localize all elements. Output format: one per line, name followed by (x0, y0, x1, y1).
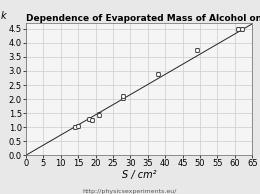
Text: Dependence of Evaporated Mass of Alcohol on Surface Area of Liquid: Dependence of Evaporated Mass of Alcohol… (26, 14, 260, 23)
Text: k: k (1, 11, 6, 21)
X-axis label: S / cm²: S / cm² (122, 170, 156, 180)
Text: http://physicsexperiments.eu/: http://physicsexperiments.eu/ (83, 189, 177, 194)
